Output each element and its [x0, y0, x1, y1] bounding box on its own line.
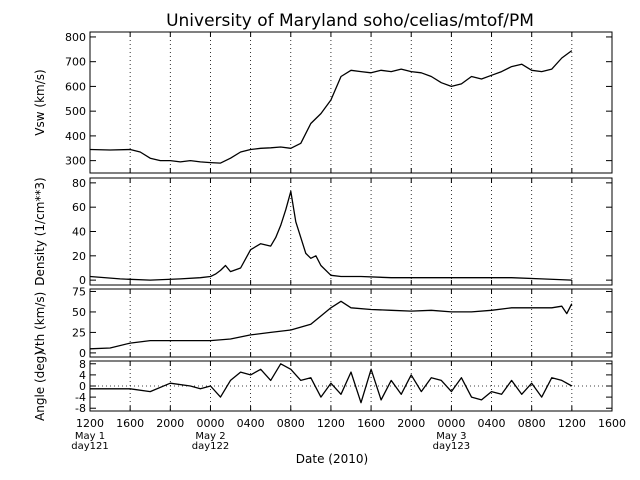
- x-tick-label: 0000: [437, 417, 465, 430]
- x-tick-label: 1200: [317, 417, 345, 430]
- x-tick-label: 2000: [397, 417, 425, 430]
- y-tick-label: 8: [79, 358, 86, 371]
- y-axis-label: Density (1/cm**3): [33, 177, 47, 285]
- y-tick-label: 50: [72, 306, 86, 319]
- y-tick-label: 700: [65, 56, 86, 69]
- series-line: [89, 300, 573, 350]
- y-axis-label: Vsw (km/s): [33, 69, 47, 135]
- y-tick-label: 4: [79, 369, 86, 382]
- panel-frame: [89, 31, 613, 174]
- x-tick-label: 2000: [156, 417, 184, 430]
- date-label: day121: [71, 441, 108, 452]
- y-tick-label: 75: [72, 285, 86, 298]
- x-tick-label: 0000: [196, 417, 224, 430]
- x-tick-label: 1200: [76, 417, 104, 430]
- y-tick-label: 25: [72, 326, 86, 339]
- y-tick-label: -4: [75, 391, 86, 404]
- x-tick-label: 1600: [116, 417, 144, 430]
- date-label: day122: [192, 441, 229, 452]
- series-line: [89, 50, 573, 164]
- series-line: [90, 363, 573, 404]
- y-tick-label: 400: [65, 130, 86, 143]
- x-tick-label: 0400: [237, 417, 265, 430]
- y-tick-label: 0: [79, 380, 86, 393]
- y-tick-label: 600: [65, 80, 86, 93]
- x-axis-label: Date (2010): [296, 452, 368, 466]
- x-tick-label: 0800: [277, 417, 305, 430]
- panel-frame: [89, 177, 613, 286]
- date-label: day123: [433, 441, 470, 452]
- x-tick-label: 1600: [598, 417, 626, 430]
- x-tick-label: 0400: [478, 417, 506, 430]
- y-tick-label: 0: [79, 274, 86, 287]
- date-label: May 1: [75, 431, 105, 442]
- x-tick-label: 1600: [357, 417, 385, 430]
- y-axis-label: Angle (deg): [33, 351, 47, 421]
- y-tick-label: 40: [72, 226, 86, 239]
- y-tick-label: 800: [65, 31, 86, 44]
- panel-frame: [89, 288, 613, 358]
- x-tick-label: 0800: [518, 417, 546, 430]
- y-tick-label: -8: [75, 402, 86, 415]
- y-tick-label: 500: [65, 105, 86, 118]
- y-axis-label: Vth (km/s): [33, 292, 47, 355]
- x-tick-label: 1200: [558, 417, 586, 430]
- y-tick-label: 0: [79, 347, 86, 360]
- date-label: May 3: [436, 431, 466, 442]
- y-tick-label: 60: [72, 201, 86, 214]
- y-tick-label: 80: [72, 177, 86, 190]
- y-tick-label: 300: [65, 155, 86, 168]
- chart-title: University of Maryland soho/celias/mtof/…: [166, 11, 534, 31]
- series-line: [89, 190, 572, 281]
- date-label: May 2: [195, 431, 225, 442]
- y-tick-label: 20: [72, 250, 86, 263]
